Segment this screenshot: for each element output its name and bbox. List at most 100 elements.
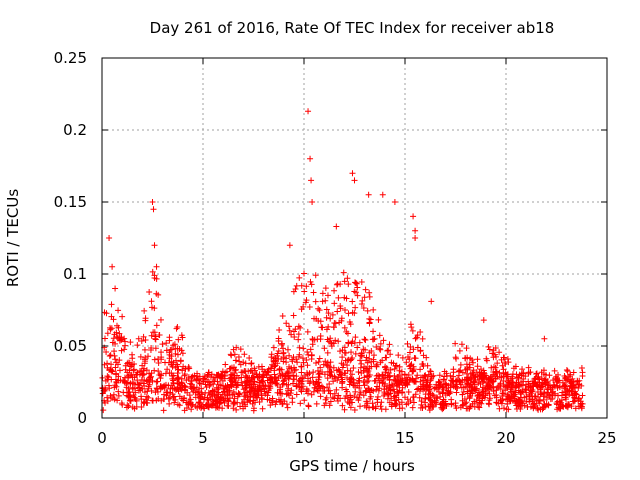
data-point (530, 405, 537, 412)
data-point (134, 369, 141, 376)
data-point (280, 345, 287, 352)
data-point (151, 242, 158, 249)
data-point (341, 278, 348, 285)
data-point (564, 404, 571, 411)
data-point (415, 385, 422, 392)
data-point (124, 369, 131, 376)
data-point (357, 357, 364, 364)
data-point (254, 391, 261, 398)
data-point (349, 354, 356, 361)
data-point (541, 335, 548, 342)
data-point (104, 398, 111, 405)
data-point (531, 379, 538, 386)
data-point (419, 381, 426, 388)
data-point (245, 381, 252, 388)
data-point (469, 384, 476, 391)
data-point (136, 382, 143, 389)
data-point (485, 400, 492, 407)
data-point (352, 334, 359, 341)
y-tick-label: 0.05 (54, 337, 87, 355)
data-point (204, 378, 211, 385)
data-point (219, 405, 226, 412)
data-point (559, 402, 566, 409)
data-point (328, 339, 335, 346)
data-point (107, 392, 114, 399)
data-point (99, 390, 106, 397)
data-point (319, 368, 326, 375)
data-point (174, 361, 181, 368)
data-point (103, 310, 110, 317)
data-point (134, 342, 141, 349)
data-point (484, 390, 491, 397)
data-point (423, 379, 430, 386)
data-point (412, 355, 419, 362)
data-point (119, 313, 126, 320)
x-tick-label: 5 (198, 429, 208, 447)
data-point (523, 381, 530, 388)
data-point (529, 386, 536, 393)
data-point (370, 356, 377, 363)
data-point (274, 389, 281, 396)
data-point (366, 293, 373, 300)
x-axis-label: GPS time / hours (289, 457, 415, 475)
data-point (123, 380, 130, 387)
data-point (334, 377, 341, 384)
data-point (396, 387, 403, 394)
data-point (531, 375, 538, 382)
data-point (378, 399, 385, 406)
data-point (102, 377, 109, 384)
data-point (194, 404, 201, 411)
data-point (533, 370, 540, 377)
data-point (338, 317, 345, 324)
data-point (135, 387, 142, 394)
data-point (282, 373, 289, 380)
data-point (416, 394, 423, 401)
data-point (440, 396, 447, 403)
data-point (410, 394, 417, 401)
data-point (224, 396, 231, 403)
data-point (354, 284, 361, 291)
data-point (111, 396, 118, 403)
data-point (211, 378, 218, 385)
data-point (270, 344, 277, 351)
data-point (307, 155, 314, 162)
data-point (164, 366, 171, 373)
data-point (344, 275, 351, 282)
data-point (570, 378, 577, 385)
data-point (500, 405, 507, 412)
data-point (131, 405, 138, 412)
data-point (143, 367, 150, 374)
data-point (314, 367, 321, 374)
data-point (327, 315, 334, 322)
data-point (427, 368, 434, 375)
x-tick-label: 25 (597, 429, 616, 447)
data-point (228, 352, 235, 359)
data-point (360, 305, 367, 312)
data-point (487, 378, 494, 385)
data-point (578, 365, 585, 372)
data-point (290, 328, 297, 335)
data-point (305, 108, 312, 115)
data-point (398, 399, 405, 406)
data-point (559, 389, 566, 396)
data-point (463, 370, 470, 377)
chart-title: Day 261 of 2016, Rate Of TEC Index for r… (150, 19, 555, 37)
data-point (549, 384, 556, 391)
data-point (483, 357, 490, 364)
data-point (162, 370, 169, 377)
data-point (311, 384, 318, 391)
data-point (512, 363, 519, 370)
data-point (146, 289, 153, 296)
data-point (141, 346, 148, 353)
data-point (379, 371, 386, 378)
data-point (319, 298, 326, 305)
data-point (322, 358, 329, 365)
data-point (280, 378, 287, 385)
data-point (525, 378, 532, 385)
data-point (370, 388, 377, 395)
data-point (370, 352, 377, 359)
data-point (433, 381, 440, 388)
data-point (153, 263, 160, 270)
data-point (298, 369, 305, 376)
